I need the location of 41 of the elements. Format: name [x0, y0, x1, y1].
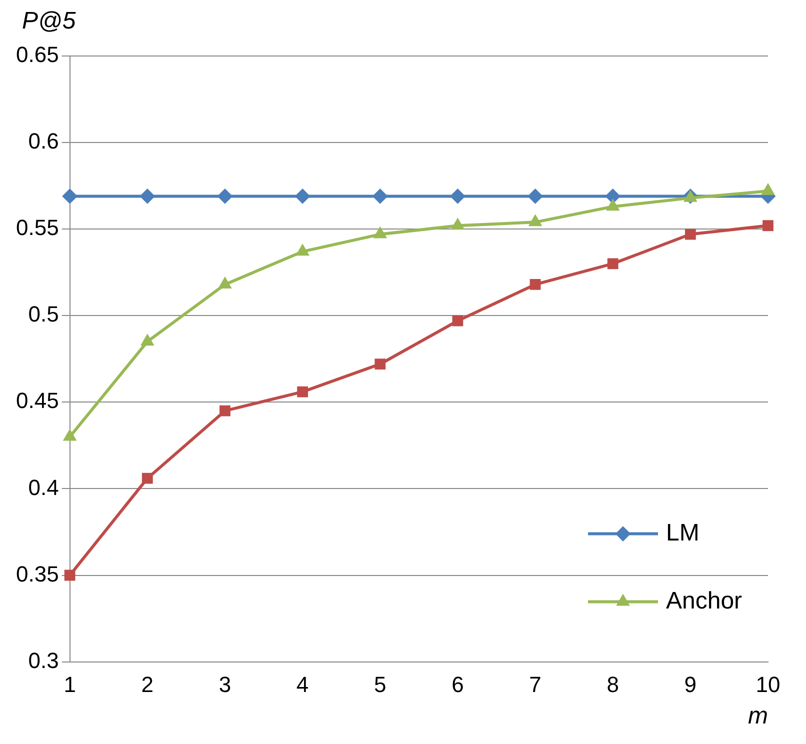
y-tick-label: 0.4 [28, 474, 59, 500]
point [220, 405, 230, 416]
point [607, 258, 618, 270]
y-tick-label: 0.45 [16, 388, 59, 414]
y-tick-label: 0.3 [28, 648, 59, 673]
point [217, 188, 232, 204]
x-tick-label: 1 [64, 672, 76, 698]
legend-label: LM [666, 519, 700, 546]
x-tick-label: 9 [684, 672, 697, 698]
point [450, 188, 466, 204]
x-tick-label: 2 [141, 672, 154, 698]
point [761, 184, 775, 196]
point [372, 188, 388, 204]
point [142, 472, 153, 484]
point [762, 220, 774, 232]
point [297, 386, 308, 398]
y-tick-label: 0.5 [28, 302, 59, 327]
x-tick-label: 3 [218, 672, 232, 698]
point [140, 188, 155, 204]
y-tick-label: 0.6 [28, 128, 59, 154]
point [374, 358, 386, 370]
x-axis-title: m [748, 702, 768, 730]
x-tick-label: 5 [374, 672, 386, 698]
y-tick-label: 0.65 [16, 42, 59, 68]
point [528, 188, 543, 204]
point [452, 315, 464, 326]
y-tick-label: 0.55 [16, 215, 59, 240]
point [605, 188, 620, 204]
x-tick-label: 6 [452, 672, 464, 698]
y-tick-label: 0.35 [16, 561, 59, 586]
x-tick-label: 7 [529, 672, 542, 698]
x-tick-label: 8 [606, 672, 619, 698]
point [530, 279, 541, 290]
point [295, 188, 310, 204]
point [64, 570, 76, 581]
y-axis-title: P@5 [22, 8, 76, 35]
point [62, 188, 78, 204]
x-tick-label: 10 [756, 672, 780, 698]
point [684, 228, 696, 240]
legend-label: Anchor [666, 587, 742, 614]
x-tick-label: 4 [296, 672, 309, 698]
